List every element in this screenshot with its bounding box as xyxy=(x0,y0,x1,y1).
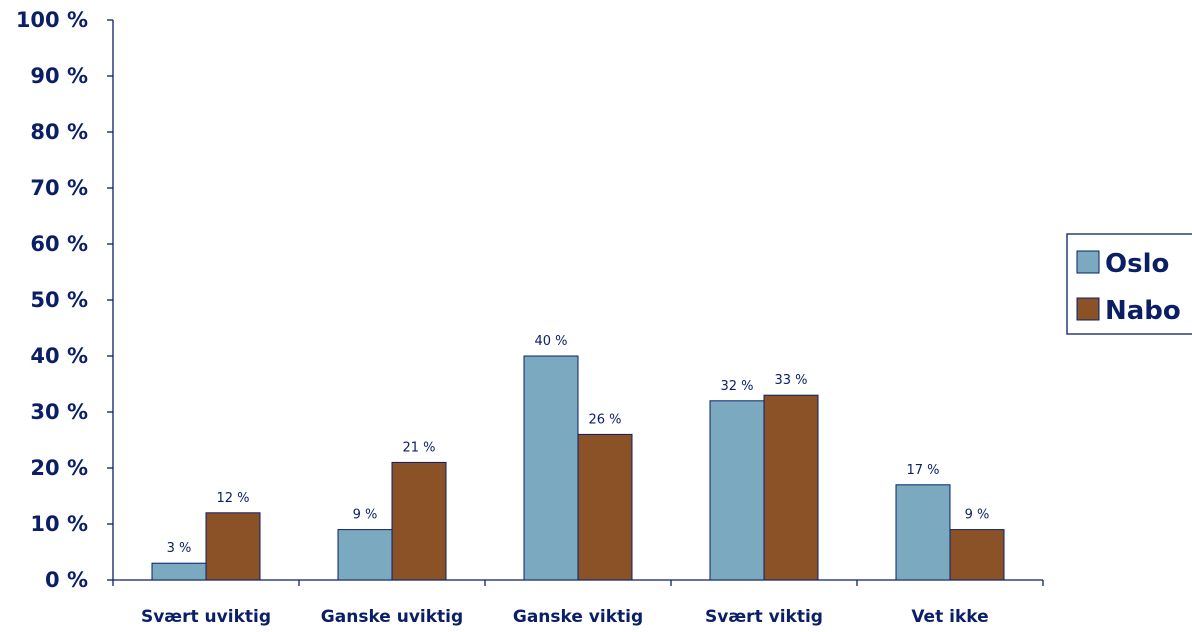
bar xyxy=(763,394,819,581)
data-label: 21 % xyxy=(402,440,435,455)
bars xyxy=(151,355,1005,581)
y-tick-label: 40 % xyxy=(30,344,88,368)
x-tick-label: Ganske viktig xyxy=(513,607,643,627)
bar xyxy=(151,562,207,581)
y-tick-label: 0 % xyxy=(45,568,88,592)
y-tick-label: 80 % xyxy=(30,120,88,144)
bar xyxy=(523,355,579,581)
y-tick-label: 50 % xyxy=(30,288,88,312)
bar xyxy=(205,512,261,581)
y-tick-label: 60 % xyxy=(30,232,88,256)
x-tick-label: Svært viktig xyxy=(705,607,823,627)
axes: 0 % 10 % 20 % 30 % 40 % 50 % 60 % 70 % 80 % 90 % 1… xyxy=(16,8,1044,627)
data-label: 26 % xyxy=(588,412,621,427)
data-label: 40 % xyxy=(534,334,567,349)
x-tick-label: Svært uviktig xyxy=(141,607,271,627)
bar xyxy=(337,529,393,581)
legend-label: Nabo xyxy=(1105,296,1181,326)
y-tick-label: 30 % xyxy=(30,400,88,424)
bar xyxy=(895,484,951,581)
x-tick-label: Ganske uviktig xyxy=(321,607,463,627)
data-label: 3 % xyxy=(167,541,192,556)
data-label: 12 % xyxy=(216,491,249,506)
data-label: 9 % xyxy=(353,508,378,523)
legend-swatch xyxy=(1076,297,1100,321)
data-label: 33 % xyxy=(774,373,807,388)
bar xyxy=(949,529,1005,581)
data-label: 32 % xyxy=(720,379,753,394)
y-tick-label: 90 % xyxy=(30,64,88,88)
legend: Oslo Nabo xyxy=(1066,233,1192,335)
data-label: 17 % xyxy=(906,463,939,478)
data-label: 9 % xyxy=(965,508,990,523)
x-tick-label: Vet ikke xyxy=(911,607,988,627)
data-labels: 3 % 12 % 9 % 21 % 40 % 26 % 32 % 33 % 17 % 9 % xyxy=(167,334,990,556)
bar xyxy=(709,400,765,581)
legend-label: Oslo xyxy=(1105,249,1169,279)
y-tick-label: 100 % xyxy=(16,8,88,32)
y-tick-label: 70 % xyxy=(30,176,88,200)
legend-swatch xyxy=(1076,250,1100,274)
bar xyxy=(577,433,633,581)
bar xyxy=(391,461,447,581)
y-tick-label: 20 % xyxy=(30,456,88,480)
y-tick-label: 10 % xyxy=(30,512,88,536)
